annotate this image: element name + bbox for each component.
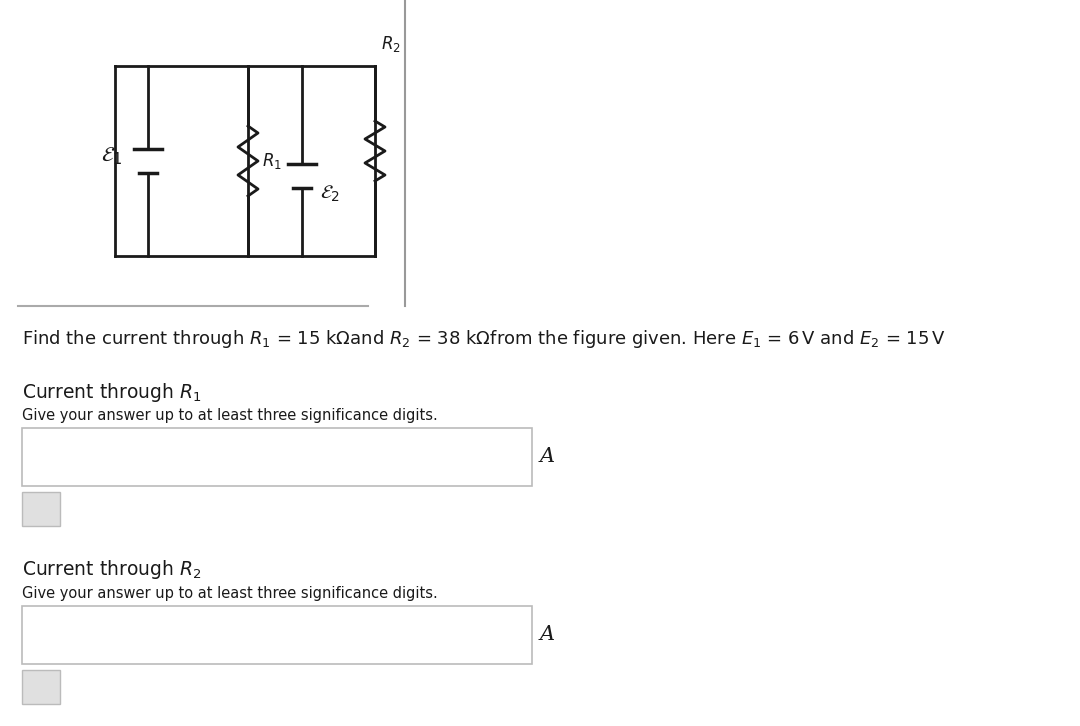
Text: $\mathcal{E}_1$: $\mathcal{E}_1$ <box>102 145 123 167</box>
Text: Give your answer up to at least three significance digits.: Give your answer up to at least three si… <box>22 408 437 423</box>
FancyBboxPatch shape <box>22 670 60 704</box>
FancyBboxPatch shape <box>22 428 532 486</box>
Text: $R_1$: $R_1$ <box>262 151 282 171</box>
Text: Current through $R_1$: Current through $R_1$ <box>22 381 201 404</box>
Text: A: A <box>540 626 555 645</box>
Text: Find the current through $R_1$ = 15 k$\Omega$and $R_2$ = 38 k$\Omega$from the fi: Find the current through $R_1$ = 15 k$\O… <box>22 328 946 350</box>
Text: A: A <box>540 447 555 467</box>
Text: Current through $R_2$: Current through $R_2$ <box>22 558 201 581</box>
FancyBboxPatch shape <box>22 492 60 526</box>
Text: $\mathcal{E}_2$: $\mathcal{E}_2$ <box>320 184 340 204</box>
FancyBboxPatch shape <box>22 606 532 664</box>
Text: Give your answer up to at least three significance digits.: Give your answer up to at least three si… <box>22 586 437 601</box>
Text: $R_2$: $R_2$ <box>381 34 401 54</box>
